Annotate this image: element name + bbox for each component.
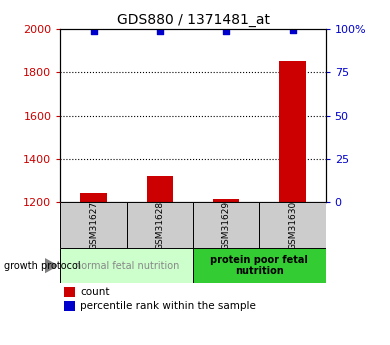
Point xyxy=(223,28,229,34)
Text: growth protocol: growth protocol xyxy=(4,261,80,270)
Bar xyxy=(60,248,193,283)
Bar xyxy=(80,193,107,202)
Point xyxy=(157,28,163,34)
Text: count: count xyxy=(80,287,110,297)
Text: protein poor fetal
nutrition: protein poor fetal nutrition xyxy=(211,255,308,276)
Text: normal fetal nutrition: normal fetal nutrition xyxy=(74,261,179,270)
Point xyxy=(289,28,296,33)
Bar xyxy=(279,61,306,202)
Bar xyxy=(64,287,75,297)
Text: GSM31629: GSM31629 xyxy=(222,200,231,250)
Polygon shape xyxy=(45,259,57,273)
Bar xyxy=(193,248,326,283)
Text: percentile rank within the sample: percentile rank within the sample xyxy=(80,301,256,311)
Text: GSM31630: GSM31630 xyxy=(288,200,297,250)
Text: GSM31628: GSM31628 xyxy=(155,200,165,250)
Bar xyxy=(60,202,127,248)
Bar xyxy=(213,199,239,202)
Bar xyxy=(64,301,75,311)
Point xyxy=(90,28,97,34)
Title: GDS880 / 1371481_at: GDS880 / 1371481_at xyxy=(117,13,269,27)
Bar xyxy=(147,176,173,202)
Bar xyxy=(193,202,259,248)
Bar xyxy=(127,202,193,248)
Bar xyxy=(259,202,326,248)
Text: GSM31627: GSM31627 xyxy=(89,200,98,250)
